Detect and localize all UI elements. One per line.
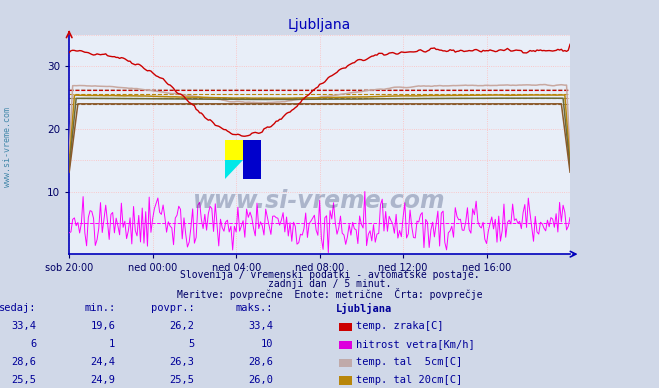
Text: 19,6: 19,6 xyxy=(90,321,115,331)
Text: povpr.:: povpr.: xyxy=(151,303,194,314)
Text: www.si-vreme.com: www.si-vreme.com xyxy=(193,189,446,213)
Text: www.si-vreme.com: www.si-vreme.com xyxy=(3,107,13,187)
Text: temp. tal 20cm[C]: temp. tal 20cm[C] xyxy=(356,375,462,385)
Text: 10: 10 xyxy=(261,339,273,349)
Text: 26,3: 26,3 xyxy=(169,357,194,367)
Text: 25,5: 25,5 xyxy=(169,375,194,385)
Text: temp. tal  5cm[C]: temp. tal 5cm[C] xyxy=(356,357,462,367)
Polygon shape xyxy=(225,140,243,159)
Text: 26,0: 26,0 xyxy=(248,375,273,385)
Text: 33,4: 33,4 xyxy=(248,321,273,331)
Text: 28,6: 28,6 xyxy=(248,357,273,367)
Text: maks.:: maks.: xyxy=(236,303,273,314)
Text: 28,6: 28,6 xyxy=(11,357,36,367)
Text: 33,4: 33,4 xyxy=(11,321,36,331)
Text: sedaj:: sedaj: xyxy=(0,303,36,314)
Text: min.:: min.: xyxy=(84,303,115,314)
Text: temp. zraka[C]: temp. zraka[C] xyxy=(356,321,444,331)
Text: 24,9: 24,9 xyxy=(90,375,115,385)
Text: zadnji dan / 5 minut.: zadnji dan / 5 minut. xyxy=(268,279,391,289)
Title: Ljubljana: Ljubljana xyxy=(288,18,351,32)
Text: 26,2: 26,2 xyxy=(169,321,194,331)
Text: 25,5: 25,5 xyxy=(11,375,36,385)
Text: Meritve: povprečne  Enote: metrične  Črta: povprečje: Meritve: povprečne Enote: metrične Črta:… xyxy=(177,288,482,300)
Text: 1: 1 xyxy=(109,339,115,349)
Text: hitrost vetra[Km/h]: hitrost vetra[Km/h] xyxy=(356,339,474,349)
Bar xyxy=(243,140,261,179)
Text: 24,4: 24,4 xyxy=(90,357,115,367)
Polygon shape xyxy=(225,159,243,179)
Text: 5: 5 xyxy=(188,339,194,349)
Text: Ljubljana: Ljubljana xyxy=(336,303,392,314)
Text: 6: 6 xyxy=(30,339,36,349)
Text: Slovenija / vremenski podatki - avtomatske postaje.: Slovenija / vremenski podatki - avtomats… xyxy=(180,270,479,280)
